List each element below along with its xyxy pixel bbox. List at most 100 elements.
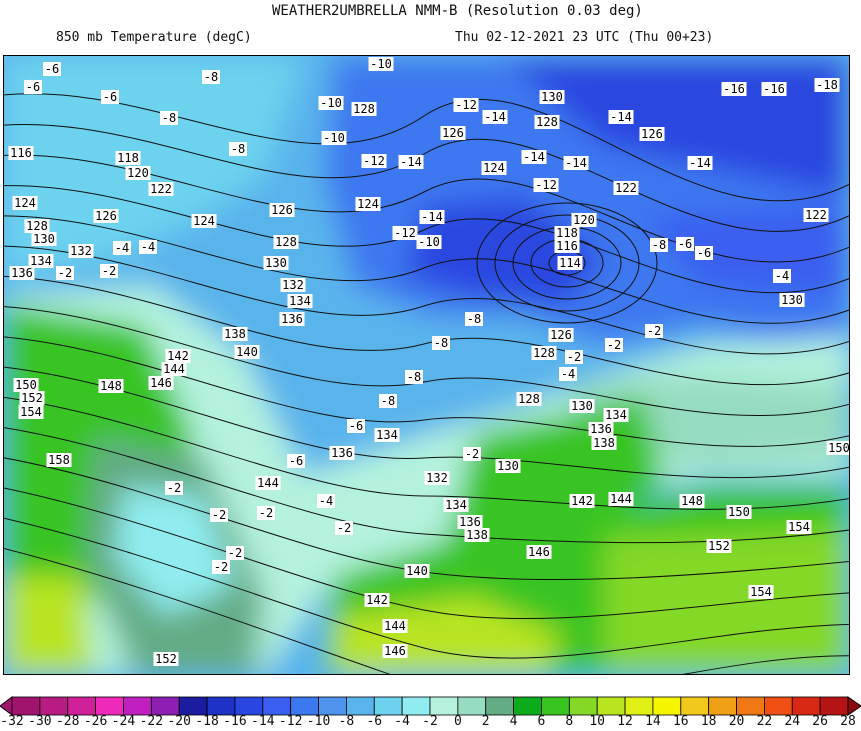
svg-text:148: 148 <box>681 494 703 508</box>
colorbar-swatch <box>67 696 96 716</box>
contour-label: -2 <box>100 264 118 278</box>
contour-label: -2 <box>605 338 623 352</box>
contour-label: 128 <box>351 102 377 116</box>
contour-label: -4 <box>139 240 157 254</box>
svg-text:144: 144 <box>384 619 406 633</box>
contour-label: -14 <box>482 110 508 124</box>
svg-text:136: 136 <box>590 422 612 436</box>
contour-label: 152 <box>153 652 179 666</box>
svg-text:138: 138 <box>466 528 488 542</box>
contour-label: 122 <box>613 181 639 195</box>
isobar-line <box>4 185 849 293</box>
isobar-line <box>4 517 849 659</box>
contour-label: 154 <box>18 405 44 419</box>
isobar-line <box>4 396 849 510</box>
isobar-line <box>4 336 849 447</box>
isobar-line <box>4 275 849 386</box>
contour-label: -14 <box>521 150 547 164</box>
isobar-low <box>494 214 640 312</box>
colorbar-tick-label: -28 <box>55 714 80 729</box>
contour-label: 128 <box>531 346 557 360</box>
svg-text:122: 122 <box>615 181 637 195</box>
svg-text:-10: -10 <box>323 131 345 145</box>
colorbar-tick-label: 28 <box>840 714 856 729</box>
svg-text:-12: -12 <box>455 98 477 112</box>
contour-label: 158 <box>46 453 72 467</box>
contour-label: 132 <box>68 244 94 258</box>
contour-label: 124 <box>481 161 507 175</box>
isobar-low <box>476 202 658 324</box>
isobar-line <box>4 487 849 620</box>
colorbar-swatch <box>373 696 403 716</box>
colorbar-swatch <box>39 696 69 716</box>
colorbar-swatch <box>541 696 570 716</box>
svg-text:-2: -2 <box>214 560 228 574</box>
contour-label: -6 <box>347 419 365 433</box>
map-title: WEATHER2UMBRELLA NMM-B (Resolution 0.03 … <box>272 3 643 19</box>
contour-label: 148 <box>98 379 124 393</box>
svg-text:-8: -8 <box>162 111 176 125</box>
contour-label: 134 <box>443 498 469 512</box>
contour-label: 134 <box>374 428 400 442</box>
svg-text:136: 136 <box>281 312 303 326</box>
colorbar-tick-label: 12 <box>617 714 633 729</box>
colorbar-swatch <box>764 696 793 716</box>
contour-label: -8 <box>465 312 483 326</box>
colorbar-tick-label: 4 <box>509 714 518 729</box>
svg-text:130: 130 <box>541 90 563 104</box>
colorbar-tick-label: -2 <box>422 714 438 729</box>
temperature-field <box>4 56 849 674</box>
svg-text:126: 126 <box>442 126 464 140</box>
colorbar-tick-label: -12 <box>278 714 303 729</box>
svg-text:-2: -2 <box>228 546 242 560</box>
svg-text:150: 150 <box>828 441 849 455</box>
svg-text:-14: -14 <box>484 110 506 124</box>
colorbar-tick-label: 26 <box>812 714 828 729</box>
svg-text:-2: -2 <box>167 481 181 495</box>
temperature-map: -10 128 -10 126 124 128 130 126 122 122 120 118 116 1… <box>3 55 850 675</box>
svg-text:-8: -8 <box>204 70 218 84</box>
contour-label: 136 <box>329 446 355 460</box>
colorbar-swatch <box>736 696 765 716</box>
svg-text:152: 152 <box>21 391 43 405</box>
svg-text:-14: -14 <box>689 156 711 170</box>
contour-label: 150 <box>726 505 752 519</box>
svg-text:154: 154 <box>750 585 772 599</box>
contour-label: 128 <box>24 219 50 233</box>
colorbar-tick-label: -30 <box>28 714 52 729</box>
contour-label: -4 <box>559 367 577 381</box>
colorbar-swatch <box>708 696 737 716</box>
contour-label: 144 <box>161 362 187 376</box>
contour-label: 126 <box>639 127 665 141</box>
color-scale-labels: -32 -30 -28 -26 -24 -22 -20 -18 -16 -14 -12 -10 -8 -6… <box>0 714 861 730</box>
svg-text:124: 124 <box>357 197 379 211</box>
contour-label: -12 <box>361 154 387 168</box>
colorbar-swatch <box>513 696 542 716</box>
contour-label: 134 <box>603 408 629 422</box>
colorbar-low-arrow <box>0 696 13 716</box>
contour-label: 154 <box>786 520 812 534</box>
contour-label: 126 <box>269 203 295 217</box>
contour-label: -4 <box>773 269 791 283</box>
colorbar-swatch <box>234 696 264 716</box>
contour-label: 134 <box>28 254 54 268</box>
contour-label: 130 <box>569 399 595 413</box>
colorbar-swatch <box>95 696 124 716</box>
contour-label: -8 <box>160 111 178 125</box>
contour-label: 116 <box>8 146 34 160</box>
valid-time-label: Thu 02-12-2021 23 UTC (Thu 00+23) <box>455 30 714 45</box>
colorbar-tick-label: 18 <box>700 714 717 729</box>
svg-text:122: 122 <box>805 208 827 222</box>
contour-label: -8 <box>650 238 668 252</box>
contour-label: -14 <box>398 155 424 169</box>
svg-text:158: 158 <box>48 453 70 467</box>
svg-text:-4: -4 <box>319 494 333 508</box>
svg-text:140: 140 <box>236 345 258 359</box>
svg-text:134: 134 <box>289 294 311 308</box>
svg-text:-8: -8 <box>407 370 421 384</box>
colorbar-swatch <box>485 696 515 716</box>
svg-text:146: 146 <box>384 644 406 658</box>
contour-label: 128 <box>516 392 542 406</box>
svg-text:-6: -6 <box>349 419 363 433</box>
svg-text:-14: -14 <box>523 150 545 164</box>
